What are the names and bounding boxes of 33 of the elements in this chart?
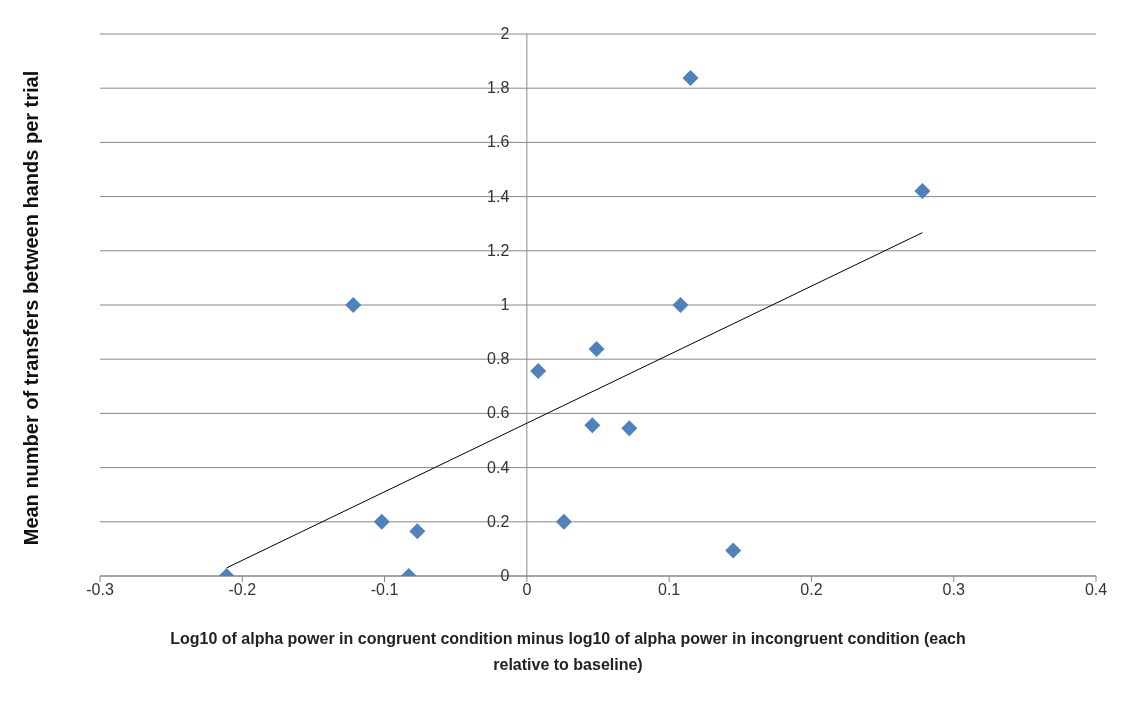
x-tick-label: 0 xyxy=(522,581,532,599)
x-tick-label: 0.1 xyxy=(658,581,681,599)
point xyxy=(409,523,426,540)
x-tick-label: -0.2 xyxy=(228,581,257,599)
point xyxy=(621,420,638,437)
y-tick-label: 2 xyxy=(500,25,510,42)
y-tick-label: 1.2 xyxy=(487,241,510,259)
point xyxy=(345,297,362,313)
y-tick-label: 1.8 xyxy=(487,79,510,97)
point xyxy=(530,363,547,380)
point xyxy=(584,417,601,434)
y-tick-label: 0.4 xyxy=(487,458,510,476)
y-tick-label: 0.6 xyxy=(487,404,510,422)
y-tick-label: 0.2 xyxy=(487,512,510,530)
x-axis-title: Log10 of alpha power in congruent condition minus log10 of alpha power in incongruent condition (each relative to baseline) xyxy=(169,629,967,675)
point xyxy=(672,297,689,313)
x-tick-label: 0.4 xyxy=(1084,581,1108,599)
y-tick-label: 0 xyxy=(500,567,510,584)
y-tick-label: 1.4 xyxy=(487,187,510,205)
point xyxy=(725,542,742,559)
x-tick-label: 0.2 xyxy=(800,581,823,599)
x-tick-label: -0.1 xyxy=(370,581,399,599)
y-axis-title: Mean number of transfers between hands per trial xyxy=(19,69,43,548)
point xyxy=(682,69,699,86)
point xyxy=(914,182,931,199)
x-tick-label: -0.3 xyxy=(86,581,114,599)
y-tick-label: 1.6 xyxy=(487,133,510,151)
point xyxy=(555,513,572,530)
y-tick-label: 0.8 xyxy=(487,350,510,368)
point xyxy=(373,513,390,530)
y-tick-label: 1 xyxy=(500,296,510,313)
point xyxy=(588,340,605,357)
x-tick-label: 0.3 xyxy=(942,581,965,599)
